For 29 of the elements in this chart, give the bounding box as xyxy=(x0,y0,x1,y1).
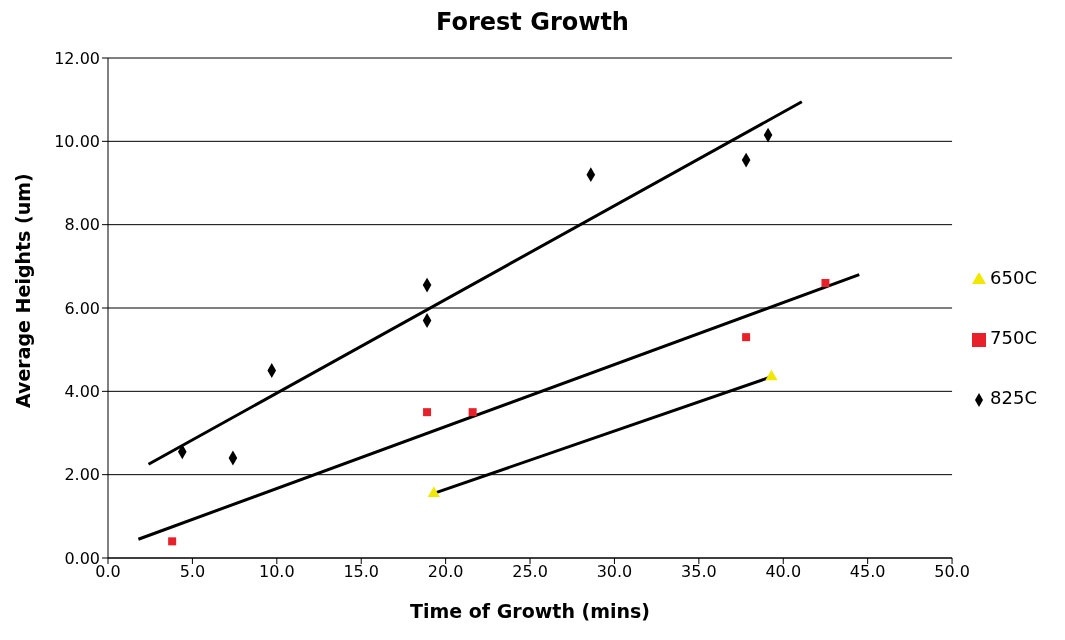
x-axis-title: Time of Growth (mins) xyxy=(410,600,651,622)
y-tick-label: 12.00 xyxy=(54,48,100,68)
x-tick-label: 10.0 xyxy=(259,562,295,582)
y-axis-title: Average Heights (um) xyxy=(11,173,34,408)
x-tick-label: 25.0 xyxy=(512,562,548,582)
x-tick-label: 35.0 xyxy=(681,562,717,582)
x-tick-label: 50.0 xyxy=(934,562,970,582)
x-tick-label: 45.0 xyxy=(849,562,886,582)
point xyxy=(427,486,440,497)
point xyxy=(742,333,751,342)
point xyxy=(468,408,477,417)
x-tick-label: 20.0 xyxy=(427,562,464,582)
y-tick-label: 4.00 xyxy=(64,382,100,402)
point xyxy=(423,408,432,417)
legend-label: 750C xyxy=(990,327,1037,348)
y-tick-label: 10.00 xyxy=(54,132,100,152)
x-tick-label: 5.0 xyxy=(179,562,206,582)
y-tick-label: 2.00 xyxy=(64,465,100,485)
chart-title: Forest Growth xyxy=(435,8,630,38)
legend-label: 650C xyxy=(990,267,1037,288)
point xyxy=(765,369,778,381)
x-tick-label: 40.0 xyxy=(765,562,802,582)
x-tick-label: 15.0 xyxy=(343,562,380,582)
point xyxy=(168,537,177,546)
legend-label: 825C xyxy=(990,387,1037,408)
y-tick-label: 8.00 xyxy=(64,215,100,235)
point xyxy=(821,279,830,287)
y-tick-label: 6.00 xyxy=(64,298,100,318)
x-tick-label: 30.0 xyxy=(596,562,633,582)
